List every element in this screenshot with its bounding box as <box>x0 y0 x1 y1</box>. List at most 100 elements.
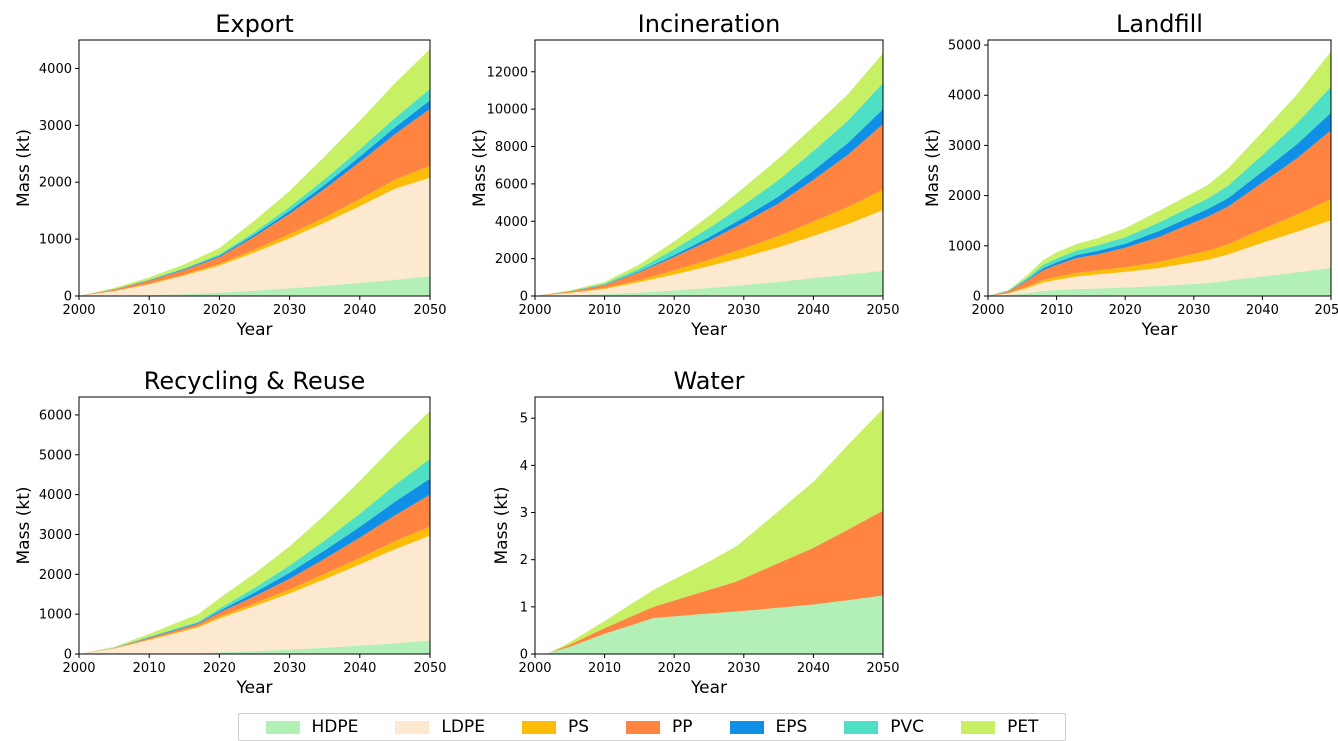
y-tick-label: 0 <box>973 290 981 305</box>
area-water-pp <box>535 510 883 654</box>
legend-swatch <box>265 720 300 734</box>
legend-swatch <box>521 720 556 734</box>
area-recycling-reuse-ldpe <box>79 535 430 654</box>
y-tick-label: 3000 <box>948 139 981 154</box>
area-recycling-reuse-hdpe <box>79 640 430 654</box>
y-tick-label: 10000 <box>487 103 528 118</box>
x-axis-label: Year <box>236 678 273 698</box>
x-tick-label: 2020 <box>203 661 236 676</box>
plot-frame <box>78 39 431 297</box>
y-tick-label: 0 <box>520 648 528 663</box>
x-tick-label: 2050 <box>1314 303 1338 318</box>
chart-title: Landfill <box>1116 10 1203 38</box>
y-tick-label: 4000 <box>39 62 72 77</box>
y-tick-label: 0 <box>64 290 72 305</box>
x-tick-label: 2040 <box>343 303 376 318</box>
chart-title: Water <box>674 367 745 395</box>
x-tick-label: 2050 <box>866 661 899 676</box>
x-axis-label: Year <box>690 320 727 340</box>
y-tick-label: 5 <box>520 412 528 427</box>
y-axis-label: Mass (kt) <box>492 487 512 565</box>
legend-swatch <box>625 720 660 734</box>
plot-frame <box>534 396 884 655</box>
y-axis-label: Mass (kt) <box>470 129 490 207</box>
y-tick-label: 3 <box>520 506 528 521</box>
x-tick-label: 2020 <box>658 303 691 318</box>
y-tick-label: 0 <box>64 648 72 663</box>
legend-label: PVC <box>890 717 925 737</box>
y-tick-label: 8000 <box>495 140 528 155</box>
x-axis-label: Year <box>1141 320 1178 340</box>
chart-title: Export <box>215 10 294 38</box>
area-landfill-pp <box>988 130 1331 296</box>
x-tick-label: 2000 <box>62 661 95 676</box>
x-tick-label: 2050 <box>413 661 446 676</box>
x-tick-label: 2050 <box>413 303 446 318</box>
x-axis-label: Year <box>236 320 273 340</box>
y-tick-label: 1000 <box>39 233 72 248</box>
x-tick-label: 2010 <box>588 661 621 676</box>
y-axis-label: Mass (kt) <box>923 129 943 207</box>
legend-swatch <box>961 720 996 734</box>
y-tick-label: 2000 <box>495 252 528 267</box>
legend-swatch <box>844 720 879 734</box>
y-tick-label: 4000 <box>39 488 72 503</box>
x-tick-label: 2010 <box>133 661 166 676</box>
x-tick-label: 2020 <box>658 661 691 676</box>
y-tick-label: 5000 <box>948 39 981 54</box>
x-tick-label: 2000 <box>62 303 95 318</box>
area-incineration-ldpe <box>535 210 883 296</box>
x-tick-label: 2010 <box>133 303 166 318</box>
area-landfill-ldpe <box>988 220 1331 296</box>
legend-item-eps: EPS <box>729 717 808 737</box>
x-tick-label: 2030 <box>273 661 306 676</box>
legend-label: PP <box>671 717 693 737</box>
legend-item-pp: PP <box>625 717 693 737</box>
x-tick-label: 2050 <box>866 303 899 318</box>
y-tick-label: 4000 <box>948 89 981 104</box>
y-tick-label: 4 <box>520 459 528 474</box>
area-incineration-pp <box>535 124 883 297</box>
legend-item-hdpe: HDPE <box>265 717 358 737</box>
area-landfill-hdpe <box>988 267 1331 296</box>
legend-swatch <box>729 720 764 734</box>
x-tick-label: 2000 <box>518 661 551 676</box>
y-axis-label: Mass (kt) <box>14 129 34 207</box>
x-tick-label: 2020 <box>203 303 236 318</box>
legend-item-pvc: PVC <box>844 717 924 737</box>
y-axis-label: Mass (kt) <box>14 487 34 565</box>
legend-label: PS <box>567 717 589 737</box>
y-tick-label: 1 <box>520 600 528 615</box>
legend: HDPE LDPE PS PP EPS PVC PET <box>238 713 1066 741</box>
chart-export: 2000 2010 2020 2030 2040 2050 0 1000 2000 3000 400… <box>14 10 447 340</box>
x-tick-label: 2040 <box>797 661 830 676</box>
x-tick-label: 2030 <box>727 661 760 676</box>
legend-label: EPS <box>775 717 808 737</box>
chart-title: Incineration <box>638 10 781 38</box>
x-tick-label: 2030 <box>273 303 306 318</box>
legend-swatch <box>395 720 430 734</box>
x-tick-label: 2040 <box>343 661 376 676</box>
x-tick-label: 2040 <box>797 303 830 318</box>
x-tick-label: 2010 <box>588 303 621 318</box>
area-export-ldpe <box>79 177 430 296</box>
chart-landfill: 2000 2010 2020 2030 2040 2050 0 1000 2000 3000 400… <box>923 10 1338 340</box>
y-tick-label: 2000 <box>948 189 981 204</box>
x-tick-label: 2030 <box>727 303 760 318</box>
y-tick-label: 6000 <box>39 408 72 423</box>
plot-frame <box>534 39 884 297</box>
legend-item-pet: PET <box>961 717 1038 737</box>
y-tick-label: 12000 <box>487 65 528 80</box>
y-tick-label: 3000 <box>39 119 72 134</box>
legend-label: LDPE <box>441 717 485 737</box>
chart-title: Recycling & Reuse <box>144 367 366 395</box>
x-tick-label: 2000 <box>971 303 1004 318</box>
x-tick-label: 2010 <box>1040 303 1073 318</box>
x-tick-label: 2040 <box>1246 303 1279 318</box>
legend-item-ldpe: LDPE <box>395 717 485 737</box>
y-tick-label: 0 <box>520 290 528 305</box>
chart-incineration: 2000 2010 2020 2030 2040 20500200040006000800… <box>470 10 900 340</box>
y-tick-label: 3000 <box>39 528 72 543</box>
x-axis-label: Year <box>690 678 727 698</box>
